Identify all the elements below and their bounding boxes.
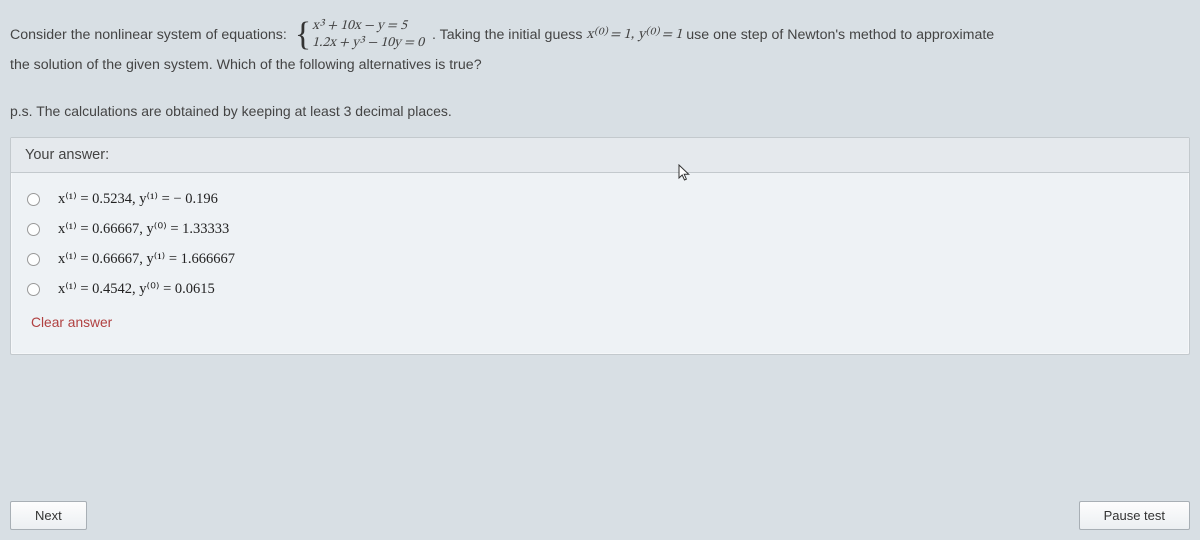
option-a[interactable]: x⁽¹⁾ = 0.5234, y⁽¹⁾ = − 0.196 [17,185,1183,215]
clear-answer-link[interactable]: Clear answer [17,305,1183,342]
radio-icon[interactable] [27,223,40,236]
question-mid2: use one step of Newton's method to appro… [686,22,994,48]
radio-icon[interactable] [27,283,40,296]
answer-box: Your answer: x⁽¹⁾ = 0.5234, y⁽¹⁾ = − 0.1… [10,137,1190,355]
option-c[interactable]: x⁽¹⁾ = 0.66667, y⁽¹⁾ = 1.666667 [17,245,1183,275]
question-mid1: . Taking the initial guess [432,22,582,48]
guess-y: y⁽⁰⁾ = 1 [638,22,682,48]
question-lead: Consider the nonlinear system of equatio… [10,22,287,48]
question-text: Consider the nonlinear system of equatio… [0,0,1200,85]
option-b[interactable]: x⁽¹⁾ = 0.66667, y⁽⁰⁾ = 1.33333 [17,215,1183,245]
radio-icon[interactable] [27,193,40,206]
footer-bar: Next Pause test [10,501,1190,530]
eq2: 1.2x + y³ − 10y = 0 [312,35,424,52]
pause-test-button[interactable]: Pause test [1079,501,1190,530]
option-d-label: x⁽¹⁾ = 0.4542, y⁽⁰⁾ = 0.0615 [58,281,215,298]
eq1: x³ + 10x − y = 5 [312,18,424,35]
answer-options: x⁽¹⁾ = 0.5234, y⁽¹⁾ = − 0.196 x⁽¹⁾ = 0.6… [11,173,1189,354]
ps-note: p.s. The calculations are obtained by ke… [10,103,1190,119]
option-c-label: x⁽¹⁾ = 0.66667, y⁽¹⁾ = 1.666667 [58,251,235,268]
question-line2: the solution of the given system. Which … [10,52,1190,78]
option-a-label: x⁽¹⁾ = 0.5234, y⁽¹⁾ = − 0.196 [58,191,218,208]
radio-icon[interactable] [27,253,40,266]
equation-system: { x³ + 10x − y = 5 1.2x + y³ − 10y = 0 [295,18,424,52]
option-d[interactable]: x⁽¹⁾ = 0.4542, y⁽⁰⁾ = 0.0615 [17,275,1183,305]
guess-x: x⁽⁰⁾ = 1, [586,22,634,48]
answer-header: Your answer: [11,138,1189,173]
option-b-label: x⁽¹⁾ = 0.66667, y⁽⁰⁾ = 1.33333 [58,221,229,238]
next-button[interactable]: Next [10,501,87,530]
